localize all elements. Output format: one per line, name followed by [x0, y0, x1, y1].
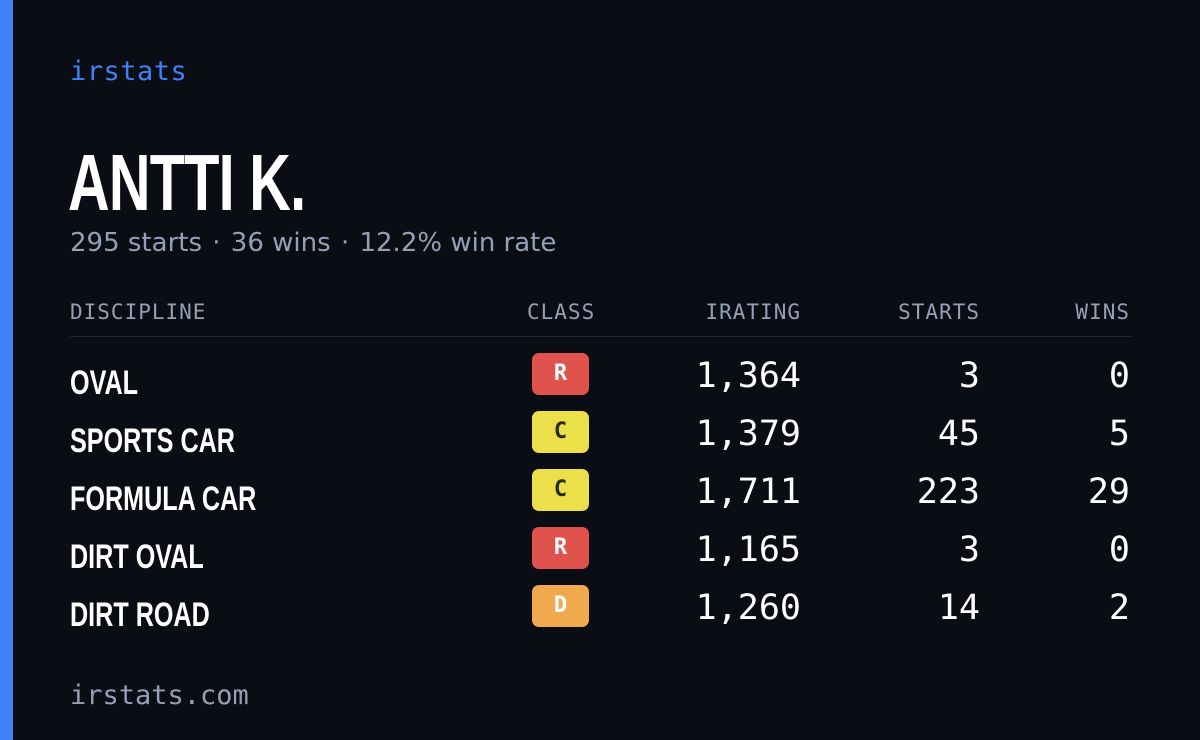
discipline-name: OVAL [70, 364, 139, 402]
starts-value: 45 [937, 414, 980, 454]
table-row: SPORTS CAR C 1,379 45 5 [70, 411, 1132, 469]
wins-value: 29 [1087, 472, 1130, 512]
header-wins: WINS [1075, 300, 1130, 324]
starts-value: 14 [937, 588, 980, 628]
discipline-name: SPORTS CAR [70, 422, 235, 460]
table-row: OVAL R 1,364 3 0 [70, 353, 1132, 411]
table-body: OVAL R 1,364 3 0 SPORTS CAR C 1,379 45 5… [70, 353, 1132, 643]
driver-summary: 295 starts · 36 wins · 12.2% win rate [70, 228, 556, 258]
license-class-badge: R [532, 527, 589, 569]
summary-separator: · [212, 228, 221, 258]
license-class-badge: R [532, 353, 589, 395]
irating-value: 1,379 [695, 414, 801, 454]
irating-value: 1,364 [695, 356, 801, 396]
table-header: DISCIPLINE CLASS IRATING STARTS WINS [70, 298, 1132, 337]
table-row: FORMULA CAR C 1,711 223 29 [70, 469, 1132, 527]
brand-logo: irstats [70, 56, 188, 87]
license-class-badge: D [532, 585, 589, 627]
summary-starts: 295 starts [70, 228, 202, 258]
accent-bar [0, 0, 13, 740]
irating-value: 1,165 [695, 530, 801, 570]
discipline-name: FORMULA CAR [70, 480, 257, 518]
wins-value: 5 [1108, 414, 1130, 454]
starts-value: 3 [958, 356, 980, 396]
header-class: CLASS [527, 300, 596, 324]
wins-value: 0 [1108, 356, 1130, 396]
wins-value: 2 [1108, 588, 1130, 628]
discipline-name: DIRT OVAL [70, 538, 204, 576]
header-discipline: DISCIPLINE [70, 300, 207, 324]
footer-url[interactable]: irstats.com [70, 680, 249, 711]
irating-value: 1,711 [695, 472, 801, 512]
summary-wins: 36 wins [230, 228, 331, 258]
starts-value: 3 [958, 530, 980, 570]
starts-value: 223 [916, 472, 980, 512]
header-starts: STARTS [898, 300, 980, 324]
discipline-table: DISCIPLINE CLASS IRATING STARTS WINS OVA… [70, 298, 1132, 643]
irating-value: 1,260 [695, 588, 801, 628]
driver-name: ANTTI K. [68, 138, 306, 227]
discipline-name: DIRT ROAD [70, 596, 210, 634]
header-irating: IRATING [705, 300, 801, 324]
wins-value: 0 [1108, 530, 1130, 570]
license-class-badge: C [532, 469, 589, 511]
table-row: DIRT OVAL R 1,165 3 0 [70, 527, 1132, 585]
table-row: DIRT ROAD D 1,260 14 2 [70, 585, 1132, 643]
license-class-badge: C [532, 411, 589, 453]
summary-win-rate: 12.2% win rate [359, 228, 557, 258]
summary-separator: · [340, 228, 350, 258]
